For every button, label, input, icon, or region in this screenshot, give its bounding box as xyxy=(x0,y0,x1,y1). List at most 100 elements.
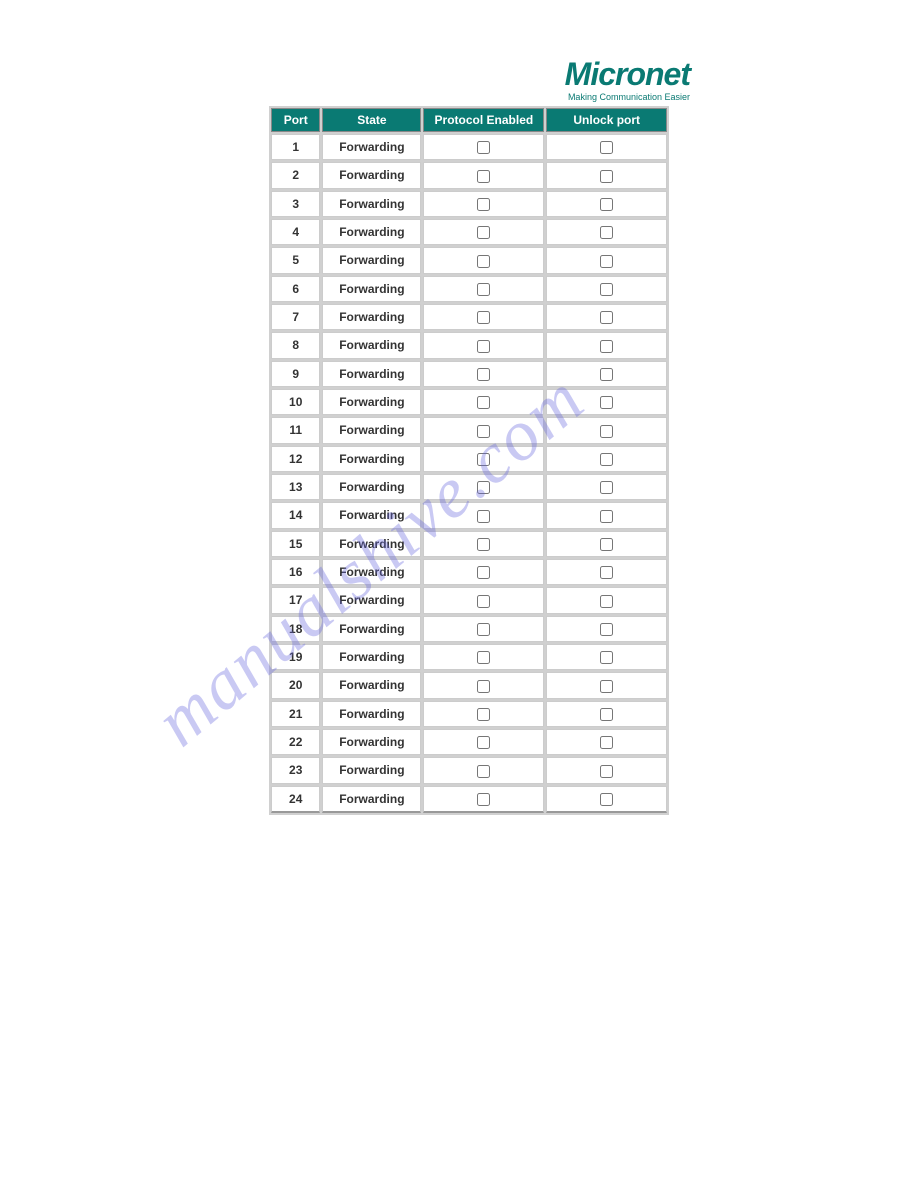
table-row: 13Forwarding xyxy=(271,474,667,500)
header-protocol-enabled: Protocol Enabled xyxy=(423,108,544,132)
cell-unlock-port xyxy=(546,162,667,188)
protocol-enabled-checkbox[interactable] xyxy=(477,765,490,778)
unlock-port-checkbox[interactable] xyxy=(600,255,613,268)
cell-protocol-enabled xyxy=(423,757,544,783)
unlock-port-checkbox[interactable] xyxy=(600,311,613,324)
unlock-port-checkbox[interactable] xyxy=(600,538,613,551)
unlock-port-checkbox[interactable] xyxy=(600,283,613,296)
unlock-port-checkbox[interactable] xyxy=(600,595,613,608)
cell-protocol-enabled xyxy=(423,531,544,557)
table-row: 6Forwarding xyxy=(271,276,667,302)
logo-brand: Micronet xyxy=(565,58,690,90)
table-row: 2Forwarding xyxy=(271,162,667,188)
cell-port: 12 xyxy=(271,446,320,472)
cell-state: Forwarding xyxy=(322,559,421,585)
table-row: 8Forwarding xyxy=(271,332,667,358)
cell-unlock-port xyxy=(546,276,667,302)
unlock-port-checkbox[interactable] xyxy=(600,226,613,239)
cell-unlock-port xyxy=(546,729,667,755)
table-row: 4Forwarding xyxy=(271,219,667,245)
cell-port: 8 xyxy=(271,332,320,358)
protocol-enabled-checkbox[interactable] xyxy=(477,538,490,551)
protocol-enabled-checkbox[interactable] xyxy=(477,510,490,523)
unlock-port-checkbox[interactable] xyxy=(600,708,613,721)
cell-protocol-enabled xyxy=(423,474,544,500)
cell-unlock-port xyxy=(546,191,667,217)
table-row: 16Forwarding xyxy=(271,559,667,585)
protocol-enabled-checkbox[interactable] xyxy=(477,680,490,693)
unlock-port-checkbox[interactable] xyxy=(600,453,613,466)
cell-unlock-port xyxy=(546,247,667,273)
cell-state: Forwarding xyxy=(322,474,421,500)
protocol-enabled-checkbox[interactable] xyxy=(477,368,490,381)
unlock-port-checkbox[interactable] xyxy=(600,340,613,353)
cell-port: 10 xyxy=(271,389,320,415)
unlock-port-checkbox[interactable] xyxy=(600,793,613,806)
cell-state: Forwarding xyxy=(322,219,421,245)
unlock-port-checkbox[interactable] xyxy=(600,510,613,523)
cell-port: 11 xyxy=(271,417,320,443)
protocol-enabled-checkbox[interactable] xyxy=(477,283,490,296)
cell-port: 3 xyxy=(271,191,320,217)
protocol-enabled-checkbox[interactable] xyxy=(477,736,490,749)
table-body: 1Forwarding2Forwarding3Forwarding4Forwar… xyxy=(271,134,667,813)
protocol-enabled-checkbox[interactable] xyxy=(477,226,490,239)
cell-protocol-enabled xyxy=(423,191,544,217)
unlock-port-checkbox[interactable] xyxy=(600,623,613,636)
cell-port: 13 xyxy=(271,474,320,500)
unlock-port-checkbox[interactable] xyxy=(600,566,613,579)
cell-protocol-enabled xyxy=(423,587,544,613)
unlock-port-checkbox[interactable] xyxy=(600,481,613,494)
cell-state: Forwarding xyxy=(322,191,421,217)
protocol-enabled-checkbox[interactable] xyxy=(477,623,490,636)
cell-port: 24 xyxy=(271,786,320,813)
table-row: 12Forwarding xyxy=(271,446,667,472)
protocol-enabled-checkbox[interactable] xyxy=(477,311,490,324)
protocol-enabled-checkbox[interactable] xyxy=(477,340,490,353)
cell-state: Forwarding xyxy=(322,276,421,302)
protocol-enabled-checkbox[interactable] xyxy=(477,595,490,608)
protocol-enabled-checkbox[interactable] xyxy=(477,453,490,466)
protocol-enabled-checkbox[interactable] xyxy=(477,708,490,721)
unlock-port-checkbox[interactable] xyxy=(600,396,613,409)
table-row: 17Forwarding xyxy=(271,587,667,613)
protocol-enabled-checkbox[interactable] xyxy=(477,481,490,494)
cell-state: Forwarding xyxy=(322,332,421,358)
cell-unlock-port xyxy=(546,559,667,585)
cell-unlock-port xyxy=(546,417,667,443)
cell-state: Forwarding xyxy=(322,389,421,415)
cell-protocol-enabled xyxy=(423,389,544,415)
unlock-port-checkbox[interactable] xyxy=(600,765,613,778)
cell-protocol-enabled xyxy=(423,786,544,813)
table-row: 22Forwarding xyxy=(271,729,667,755)
table-row: 20Forwarding xyxy=(271,672,667,698)
cell-port: 1 xyxy=(271,134,320,160)
unlock-port-checkbox[interactable] xyxy=(600,736,613,749)
protocol-enabled-checkbox[interactable] xyxy=(477,425,490,438)
protocol-enabled-checkbox[interactable] xyxy=(477,255,490,268)
protocol-enabled-checkbox[interactable] xyxy=(477,566,490,579)
unlock-port-checkbox[interactable] xyxy=(600,198,613,211)
unlock-port-checkbox[interactable] xyxy=(600,425,613,438)
table-row: 14Forwarding xyxy=(271,502,667,528)
unlock-port-checkbox[interactable] xyxy=(600,170,613,183)
unlock-port-checkbox[interactable] xyxy=(600,680,613,693)
unlock-port-checkbox[interactable] xyxy=(600,368,613,381)
cell-unlock-port xyxy=(546,219,667,245)
protocol-enabled-checkbox[interactable] xyxy=(477,651,490,664)
unlock-port-checkbox[interactable] xyxy=(600,141,613,154)
cell-protocol-enabled xyxy=(423,616,544,642)
protocol-enabled-checkbox[interactable] xyxy=(477,170,490,183)
cell-state: Forwarding xyxy=(322,531,421,557)
unlock-port-checkbox[interactable] xyxy=(600,651,613,664)
cell-protocol-enabled xyxy=(423,361,544,387)
table-row: 19Forwarding xyxy=(271,644,667,670)
protocol-enabled-checkbox[interactable] xyxy=(477,793,490,806)
cell-port: 9 xyxy=(271,361,320,387)
protocol-enabled-checkbox[interactable] xyxy=(477,141,490,154)
cell-unlock-port xyxy=(546,361,667,387)
cell-port: 7 xyxy=(271,304,320,330)
protocol-enabled-checkbox[interactable] xyxy=(477,198,490,211)
cell-unlock-port xyxy=(546,502,667,528)
protocol-enabled-checkbox[interactable] xyxy=(477,396,490,409)
